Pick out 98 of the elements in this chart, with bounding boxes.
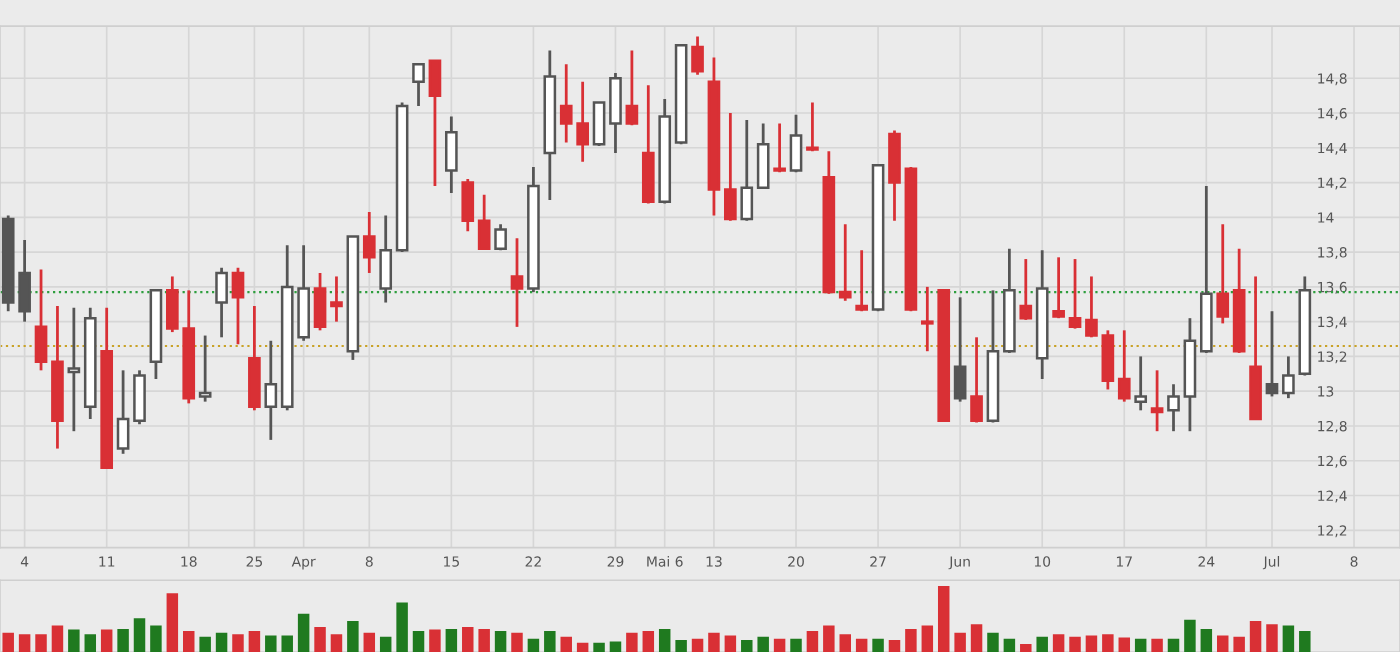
bar [1266, 624, 1278, 652]
bar [1036, 636, 1048, 652]
bar [576, 642, 589, 652]
bar [1003, 638, 1016, 652]
candlestick [1035, 248, 1049, 381]
bar [872, 638, 884, 652]
candlestick [707, 55, 721, 217]
bar [1069, 636, 1081, 652]
bar [1200, 628, 1213, 652]
bar [1102, 634, 1114, 652]
bar [100, 629, 113, 652]
bar [35, 634, 47, 652]
bar [1184, 619, 1196, 652]
bar [281, 635, 293, 652]
candlestick [83, 306, 97, 421]
bar [494, 630, 507, 652]
bar [1118, 637, 1131, 652]
bar [1020, 644, 1032, 652]
bar [150, 625, 162, 652]
candlestick [953, 295, 967, 404]
bar [330, 634, 343, 652]
bar [117, 628, 129, 652]
bar [741, 640, 753, 652]
bar [1085, 635, 1098, 652]
bar [265, 635, 277, 652]
bar [527, 638, 540, 652]
candlestick [543, 49, 557, 202]
bar [1217, 635, 1229, 652]
bar [823, 625, 835, 652]
bar [347, 620, 359, 652]
bar [445, 628, 458, 652]
bar [544, 630, 556, 652]
bar [593, 642, 605, 652]
bar [691, 638, 704, 652]
bar [626, 632, 638, 652]
bar [757, 636, 769, 652]
bar [1151, 638, 1163, 652]
bar [379, 636, 392, 652]
candlestick [510, 236, 524, 329]
bar [839, 634, 851, 652]
bar [708, 632, 720, 652]
candlestick [1183, 316, 1197, 433]
candlestick [67, 306, 81, 433]
bar [68, 629, 80, 652]
bar [51, 625, 64, 652]
bar [560, 636, 572, 652]
bar [658, 628, 671, 652]
bar [609, 641, 622, 652]
bar [855, 638, 868, 652]
candlestick [362, 210, 376, 275]
candlestick [1117, 328, 1131, 404]
bar [183, 630, 195, 652]
bar [478, 628, 490, 652]
bar [1167, 638, 1180, 652]
candlestick [1167, 382, 1180, 433]
bar [1052, 634, 1065, 652]
bar [232, 634, 244, 652]
bar [888, 640, 901, 652]
bar [248, 630, 261, 652]
bar [18, 634, 31, 652]
bar [2, 632, 14, 652]
bar [363, 632, 376, 652]
bar [642, 630, 655, 652]
candlestick [1150, 368, 1164, 433]
bar [511, 632, 523, 652]
bar [215, 632, 228, 652]
candlestick [264, 339, 278, 442]
bar [790, 638, 802, 652]
bar [166, 593, 179, 652]
bar [1299, 630, 1311, 652]
bar [724, 635, 737, 652]
candlestick [330, 275, 343, 324]
candlestick [51, 304, 64, 450]
bar [1233, 636, 1245, 652]
candlestick [379, 214, 393, 304]
bar [1249, 620, 1262, 652]
bar [987, 632, 999, 652]
bar [773, 638, 786, 652]
bar [921, 625, 934, 652]
bar [462, 626, 474, 652]
bar [1134, 638, 1147, 652]
bar [937, 586, 950, 652]
bar [675, 640, 687, 652]
bar [314, 626, 326, 652]
bar [396, 602, 408, 652]
bar [84, 634, 97, 652]
candlestick [888, 129, 901, 223]
bar [297, 613, 310, 652]
bar [429, 629, 441, 652]
bar [1282, 625, 1295, 652]
candlestick [445, 115, 458, 195]
bar [905, 628, 917, 652]
bar [806, 630, 819, 652]
bar [970, 624, 983, 652]
bar [133, 618, 146, 652]
bar [954, 632, 966, 652]
bar [199, 636, 211, 652]
bar [412, 630, 425, 652]
